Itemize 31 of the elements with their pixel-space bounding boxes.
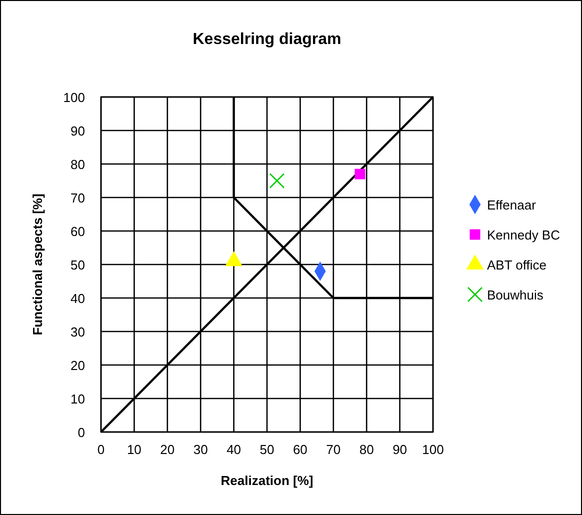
x-tick-label: 60 xyxy=(292,442,308,457)
x-tick-label: 90 xyxy=(392,442,408,457)
y-tick-label: 50 xyxy=(70,258,85,272)
y-tick-label: 80 xyxy=(70,157,85,172)
y-tick-label: 90 xyxy=(70,124,85,138)
x-tick-label: 100 xyxy=(422,442,444,457)
y-tick-label: 0 xyxy=(78,425,85,440)
y-tick-label: 10 xyxy=(70,392,85,406)
y-tick-label: 100 xyxy=(63,90,85,105)
x-tick-label: 50 xyxy=(260,442,274,457)
chart-title: Kesselring diagram xyxy=(192,31,342,48)
y-tick-label: 60 xyxy=(70,224,85,239)
x-tick-label: 20 xyxy=(160,442,175,457)
x-axis-title: Realization [%] xyxy=(220,473,314,488)
x-tick-label: 80 xyxy=(359,442,374,457)
legend-label: Bouwhuis xyxy=(487,288,544,302)
legend-label: ABT office xyxy=(487,258,546,272)
x-tick-label: 0 xyxy=(97,442,105,457)
legend-label: Kennedy BC xyxy=(487,228,560,242)
point xyxy=(354,168,366,180)
legend-label: Effenaar xyxy=(487,198,537,212)
y-axis-title: Functional aspects [%] xyxy=(30,194,45,336)
y-tick-label: 20 xyxy=(70,358,85,373)
y-tick-label: 70 xyxy=(70,190,85,206)
x-tick-label: 30 xyxy=(193,442,208,457)
x-tick-label: 10 xyxy=(126,442,142,457)
x-tick-label: 70 xyxy=(326,442,341,457)
y-tick-label: 30 xyxy=(70,324,85,340)
y-tick-label: 40 xyxy=(70,291,85,306)
x-tick-label: 40 xyxy=(226,442,242,457)
point xyxy=(269,173,285,188)
